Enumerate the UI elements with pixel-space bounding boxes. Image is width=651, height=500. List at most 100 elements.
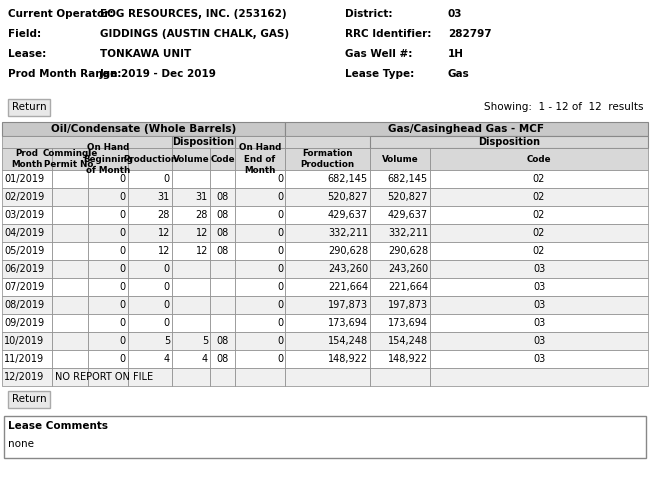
Text: 290,628: 290,628 bbox=[328, 246, 368, 256]
Text: Return: Return bbox=[12, 102, 46, 112]
Text: 02: 02 bbox=[533, 192, 545, 202]
Bar bbox=[128, 148, 172, 170]
Text: 31: 31 bbox=[196, 192, 208, 202]
Bar bbox=[2, 296, 52, 314]
Bar bbox=[8, 99, 50, 116]
Text: 1H: 1H bbox=[448, 49, 464, 59]
Bar bbox=[172, 350, 210, 368]
Bar bbox=[235, 188, 285, 206]
Text: Oil/Condensate (Whole Barrels): Oil/Condensate (Whole Barrels) bbox=[51, 124, 236, 134]
Bar bbox=[370, 170, 430, 188]
Bar bbox=[2, 188, 52, 206]
Bar bbox=[128, 170, 172, 188]
Bar bbox=[430, 260, 648, 278]
Text: Commingle
Permit No.: Commingle Permit No. bbox=[42, 149, 98, 169]
Bar bbox=[430, 224, 648, 242]
Bar bbox=[430, 148, 648, 170]
Text: 28: 28 bbox=[158, 210, 170, 220]
Text: 03: 03 bbox=[448, 9, 462, 19]
Text: 08: 08 bbox=[216, 210, 229, 220]
Bar bbox=[210, 148, 235, 170]
Text: 0: 0 bbox=[120, 246, 126, 256]
Bar bbox=[210, 278, 235, 296]
Bar bbox=[52, 332, 88, 350]
Text: 682,145: 682,145 bbox=[328, 174, 368, 184]
Bar bbox=[128, 332, 172, 350]
Text: District:: District: bbox=[345, 9, 393, 19]
Bar bbox=[172, 296, 210, 314]
Text: 0: 0 bbox=[120, 228, 126, 238]
Bar bbox=[2, 278, 52, 296]
Text: Jan 2019 - Dec 2019: Jan 2019 - Dec 2019 bbox=[100, 69, 217, 79]
Text: Disposition: Disposition bbox=[173, 137, 234, 147]
Text: 4: 4 bbox=[164, 354, 170, 364]
Text: 09/2019: 09/2019 bbox=[4, 318, 44, 328]
Text: Current Operator:: Current Operator: bbox=[8, 9, 113, 19]
Text: none: none bbox=[8, 439, 34, 449]
Bar bbox=[2, 350, 52, 368]
Bar bbox=[210, 260, 235, 278]
Bar bbox=[285, 314, 370, 332]
Bar bbox=[285, 122, 648, 136]
Bar bbox=[2, 368, 52, 386]
Bar bbox=[370, 188, 430, 206]
Text: 0: 0 bbox=[164, 318, 170, 328]
Bar bbox=[128, 314, 172, 332]
Text: 02: 02 bbox=[533, 174, 545, 184]
Bar bbox=[128, 206, 172, 224]
Text: 282797: 282797 bbox=[448, 29, 492, 39]
Text: 08/2019: 08/2019 bbox=[4, 300, 44, 310]
Bar bbox=[430, 314, 648, 332]
Bar bbox=[370, 368, 430, 386]
Text: 08: 08 bbox=[216, 246, 229, 256]
Bar bbox=[235, 278, 285, 296]
Text: 0: 0 bbox=[277, 264, 283, 274]
Bar bbox=[370, 296, 430, 314]
Bar bbox=[285, 332, 370, 350]
Bar bbox=[88, 188, 128, 206]
Text: 07/2019: 07/2019 bbox=[4, 282, 44, 292]
Bar bbox=[285, 224, 370, 242]
Text: 0: 0 bbox=[277, 282, 283, 292]
Bar bbox=[210, 296, 235, 314]
Text: Field:: Field: bbox=[8, 29, 41, 39]
Bar bbox=[2, 242, 52, 260]
Bar bbox=[285, 350, 370, 368]
Text: Disposition: Disposition bbox=[478, 137, 540, 147]
Bar bbox=[210, 206, 235, 224]
Bar bbox=[210, 350, 235, 368]
Bar bbox=[172, 260, 210, 278]
Bar bbox=[88, 278, 128, 296]
Text: 0: 0 bbox=[120, 300, 126, 310]
Bar bbox=[430, 278, 648, 296]
Text: 03: 03 bbox=[533, 336, 545, 346]
Bar bbox=[128, 224, 172, 242]
Text: 332,211: 332,211 bbox=[388, 228, 428, 238]
Text: 0: 0 bbox=[120, 354, 126, 364]
Bar bbox=[235, 206, 285, 224]
Bar bbox=[235, 332, 285, 350]
Text: Gas Well #:: Gas Well #: bbox=[345, 49, 412, 59]
Bar bbox=[370, 350, 430, 368]
Text: 0: 0 bbox=[164, 300, 170, 310]
Bar bbox=[285, 136, 648, 148]
Text: 0: 0 bbox=[277, 318, 283, 328]
Bar bbox=[88, 170, 128, 188]
Text: 12: 12 bbox=[158, 228, 170, 238]
Text: Prod
Month: Prod Month bbox=[11, 149, 43, 169]
Bar bbox=[370, 224, 430, 242]
Bar bbox=[430, 332, 648, 350]
Text: 0: 0 bbox=[277, 192, 283, 202]
Text: 31: 31 bbox=[158, 192, 170, 202]
Bar bbox=[370, 136, 648, 148]
Text: 12: 12 bbox=[195, 228, 208, 238]
Text: 04/2019: 04/2019 bbox=[4, 228, 44, 238]
Text: Code: Code bbox=[527, 154, 551, 164]
Text: 08: 08 bbox=[216, 228, 229, 238]
Bar bbox=[235, 242, 285, 260]
Text: 0: 0 bbox=[120, 282, 126, 292]
Text: Return: Return bbox=[12, 394, 46, 404]
Bar bbox=[210, 314, 235, 332]
Text: 0: 0 bbox=[277, 174, 283, 184]
Bar bbox=[235, 224, 285, 242]
